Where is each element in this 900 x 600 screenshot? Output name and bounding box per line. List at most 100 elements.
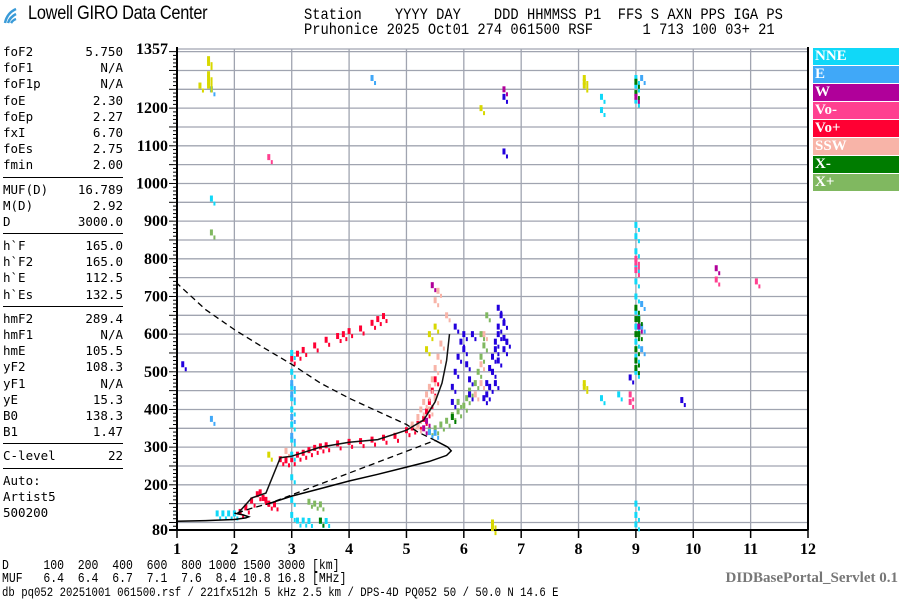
echo-point xyxy=(318,517,322,524)
echo-point xyxy=(307,498,311,505)
x-tick-label: 8 xyxy=(575,541,583,558)
echo-point xyxy=(465,361,469,368)
echo-point xyxy=(482,331,486,338)
echo-point xyxy=(628,391,632,398)
echo-point xyxy=(637,81,640,86)
echo-point xyxy=(305,352,308,357)
echo-point xyxy=(209,229,213,236)
echo-point xyxy=(456,408,460,415)
echo-point xyxy=(293,397,296,402)
echo-point xyxy=(632,380,635,385)
echo-point xyxy=(290,456,294,463)
echo-point xyxy=(313,444,317,451)
echo-point xyxy=(439,421,443,428)
echo-point xyxy=(582,383,586,390)
echo-point xyxy=(450,414,454,421)
echo-point xyxy=(714,265,718,272)
echo-point xyxy=(603,401,606,406)
echo-point xyxy=(479,331,483,338)
param-row: B1 1.47 xyxy=(3,424,123,440)
echo-point xyxy=(479,361,483,368)
echo-point xyxy=(617,391,621,398)
echo-point xyxy=(462,402,466,409)
echo-point xyxy=(477,397,480,402)
echo-point xyxy=(603,113,606,118)
echo-point xyxy=(437,431,440,436)
footer-info: db pq052 20251001 061500.rsf / 221fx512h… xyxy=(2,585,559,600)
param-value: N/A xyxy=(100,60,123,76)
wifi-logo-icon xyxy=(3,7,17,24)
echo-point xyxy=(207,78,211,85)
echo-point xyxy=(293,427,296,432)
param-value: 138.3 xyxy=(85,407,123,423)
echo-point xyxy=(483,337,486,342)
x-tick-label: 3 xyxy=(288,541,296,558)
param-row: M(D) 2.92 xyxy=(3,198,123,214)
echo-point xyxy=(454,420,457,425)
echo-point xyxy=(425,417,429,424)
echo-point xyxy=(259,497,262,502)
y-tick-label: 700 xyxy=(144,288,168,305)
legend-item-voplus: Vo+ xyxy=(813,120,899,137)
echo-point xyxy=(599,395,603,402)
real-height-profile-line xyxy=(268,439,453,505)
echo-point xyxy=(419,429,422,434)
echo-point xyxy=(637,239,640,244)
echo-point xyxy=(290,436,294,443)
echo-point xyxy=(322,507,325,512)
param-name: fxI xyxy=(3,124,26,140)
param-name: hmF2 xyxy=(3,310,34,326)
echo-point xyxy=(393,432,397,439)
echo-point xyxy=(210,84,213,89)
echo-point xyxy=(293,389,296,394)
echo-point xyxy=(473,380,477,387)
echo-point xyxy=(488,383,492,390)
echo-point xyxy=(322,523,325,528)
echo-point xyxy=(299,523,302,528)
echo-point xyxy=(586,389,589,394)
echo-point xyxy=(293,386,296,391)
echo-point xyxy=(485,401,488,406)
echo-point xyxy=(634,221,638,228)
param-value: 22 xyxy=(107,448,123,464)
param-value: N/A xyxy=(100,375,123,391)
param-value: 5.750 xyxy=(85,44,123,59)
echo-point xyxy=(428,414,431,419)
echo-point xyxy=(328,448,331,453)
legend-item-xplus: X+ xyxy=(813,174,899,191)
muf-table-muf-row: MUF 6.4 6.4 6.7 7.1 7.6 8.4 10.8 16.8 [M… xyxy=(2,571,347,587)
echo-point xyxy=(637,99,640,104)
echo-point xyxy=(643,307,646,312)
echo-point xyxy=(336,440,340,447)
echo-point xyxy=(422,398,426,405)
echo-point xyxy=(634,331,638,338)
echo-point xyxy=(258,489,262,496)
echo-point xyxy=(586,88,589,93)
echo-point xyxy=(500,363,503,368)
echo-point xyxy=(634,316,638,323)
echo-point xyxy=(500,329,503,334)
echo-point xyxy=(448,423,451,428)
echo-point xyxy=(293,502,296,507)
echo-point xyxy=(480,374,483,379)
echo-point xyxy=(468,367,471,372)
echo-point xyxy=(714,276,718,283)
echo-point xyxy=(210,62,213,67)
echo-point xyxy=(370,319,374,326)
echo-point xyxy=(431,412,434,417)
echo-point xyxy=(299,457,302,462)
y-tick-label: 1357 xyxy=(136,41,168,58)
echo-point xyxy=(290,391,294,398)
echo-point xyxy=(213,201,216,206)
param-value: 2.27 xyxy=(92,108,123,124)
echo-point xyxy=(634,338,638,345)
param-row: foF1p N/A xyxy=(3,76,123,92)
echo-point xyxy=(634,511,638,518)
echo-point xyxy=(483,359,486,364)
echo-point xyxy=(437,329,440,334)
param-value: 2.92 xyxy=(92,197,123,213)
echo-point xyxy=(468,401,471,406)
echo-point xyxy=(479,105,483,112)
echo-point xyxy=(295,517,299,524)
echo-point xyxy=(293,401,296,406)
